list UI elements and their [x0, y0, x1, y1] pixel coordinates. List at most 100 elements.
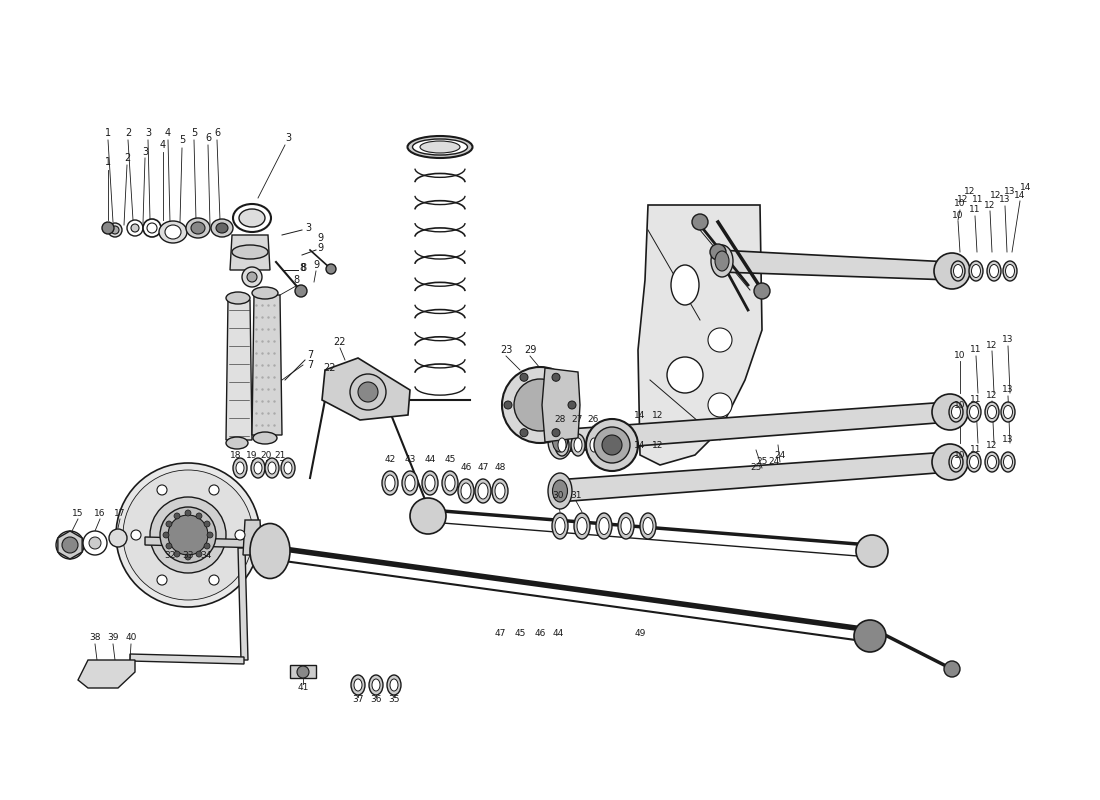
Ellipse shape: [548, 473, 572, 509]
Polygon shape: [226, 300, 252, 440]
Text: 45: 45: [515, 629, 526, 638]
Text: 42: 42: [384, 455, 396, 465]
Text: 13: 13: [1002, 335, 1014, 345]
Circle shape: [932, 444, 968, 480]
Ellipse shape: [226, 292, 250, 304]
Ellipse shape: [390, 679, 398, 691]
Circle shape: [932, 394, 968, 430]
Circle shape: [248, 272, 257, 282]
Circle shape: [131, 530, 141, 540]
Ellipse shape: [461, 483, 471, 499]
Circle shape: [185, 554, 191, 560]
Ellipse shape: [186, 218, 210, 238]
Ellipse shape: [952, 455, 960, 469]
Circle shape: [350, 374, 386, 410]
Circle shape: [56, 531, 84, 559]
Polygon shape: [78, 660, 135, 688]
Text: 10: 10: [955, 350, 966, 359]
Text: 13: 13: [999, 195, 1011, 205]
Ellipse shape: [556, 518, 565, 534]
Text: 41: 41: [297, 683, 309, 693]
Circle shape: [854, 620, 886, 652]
Circle shape: [111, 226, 119, 234]
Ellipse shape: [495, 483, 505, 499]
Text: 21: 21: [274, 450, 286, 459]
Text: 37: 37: [352, 695, 364, 705]
Polygon shape: [243, 520, 262, 555]
Text: 47: 47: [494, 629, 506, 638]
Ellipse shape: [574, 438, 582, 452]
Circle shape: [82, 531, 107, 555]
Text: 12: 12: [987, 441, 998, 450]
Circle shape: [150, 497, 226, 573]
Circle shape: [147, 223, 157, 233]
Ellipse shape: [1005, 265, 1014, 278]
Ellipse shape: [382, 471, 398, 495]
Text: 1: 1: [104, 128, 111, 138]
Circle shape: [89, 537, 101, 549]
Text: 4: 4: [165, 128, 172, 138]
Text: 11: 11: [970, 446, 981, 454]
Ellipse shape: [590, 438, 598, 452]
Polygon shape: [58, 531, 82, 559]
Ellipse shape: [458, 479, 474, 503]
Ellipse shape: [952, 406, 960, 418]
Ellipse shape: [226, 437, 248, 449]
Ellipse shape: [984, 402, 999, 422]
Ellipse shape: [165, 225, 182, 239]
Text: 10: 10: [955, 198, 966, 207]
Circle shape: [108, 223, 122, 237]
Circle shape: [667, 357, 703, 393]
Circle shape: [109, 529, 126, 547]
Text: 8: 8: [293, 275, 299, 285]
Text: 46: 46: [460, 463, 472, 473]
Ellipse shape: [354, 679, 362, 691]
Circle shape: [552, 374, 560, 382]
Circle shape: [207, 532, 213, 538]
Circle shape: [242, 267, 262, 287]
Circle shape: [209, 575, 219, 585]
Ellipse shape: [954, 265, 962, 278]
Text: 8: 8: [299, 263, 305, 273]
Ellipse shape: [969, 455, 979, 469]
Circle shape: [502, 367, 578, 443]
Text: 17: 17: [114, 509, 125, 518]
Ellipse shape: [385, 475, 395, 491]
Text: 2: 2: [125, 128, 131, 138]
Polygon shape: [718, 250, 952, 280]
Text: 33: 33: [183, 550, 194, 559]
Ellipse shape: [254, 462, 262, 474]
Ellipse shape: [984, 452, 999, 472]
Ellipse shape: [475, 479, 491, 503]
Circle shape: [174, 513, 180, 519]
Polygon shape: [556, 402, 950, 452]
Ellipse shape: [265, 458, 279, 478]
Circle shape: [692, 214, 708, 230]
Text: 12: 12: [652, 441, 663, 450]
Ellipse shape: [971, 265, 980, 278]
Text: 13: 13: [1002, 435, 1014, 445]
Text: 14: 14: [635, 441, 646, 450]
Ellipse shape: [402, 471, 418, 495]
Text: 11: 11: [972, 195, 983, 205]
Text: 48: 48: [494, 463, 506, 473]
Text: 12: 12: [965, 187, 976, 197]
Ellipse shape: [621, 518, 631, 534]
Circle shape: [326, 264, 336, 274]
Circle shape: [209, 485, 219, 495]
Circle shape: [708, 393, 732, 417]
Polygon shape: [638, 205, 762, 465]
Text: 7: 7: [307, 350, 314, 360]
Text: 34: 34: [200, 550, 211, 559]
Ellipse shape: [618, 513, 634, 539]
Ellipse shape: [368, 675, 383, 695]
Circle shape: [166, 543, 172, 549]
Polygon shape: [322, 358, 410, 420]
Ellipse shape: [644, 518, 653, 534]
Text: 47: 47: [477, 463, 488, 473]
Text: 30: 30: [552, 490, 563, 499]
Ellipse shape: [236, 462, 244, 474]
Ellipse shape: [596, 513, 612, 539]
Ellipse shape: [1001, 402, 1015, 422]
Text: 3: 3: [145, 128, 151, 138]
